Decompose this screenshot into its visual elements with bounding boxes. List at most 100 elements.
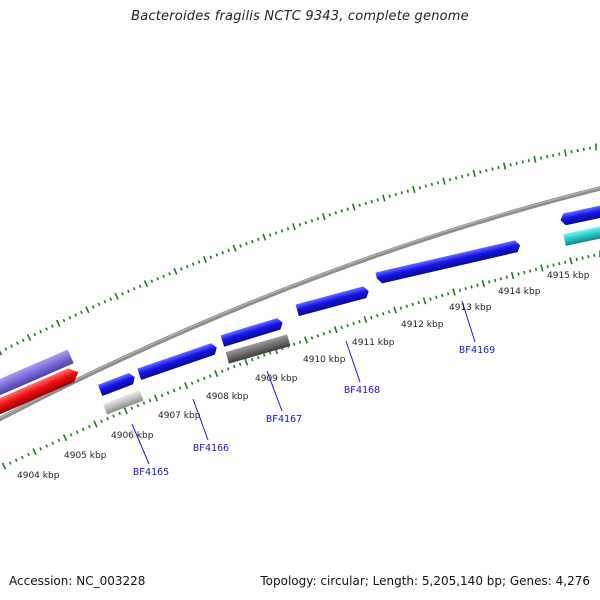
tick-mark [435,295,438,299]
gene-label-bf4169[interactable]: BF4169 [459,345,495,356]
tick-mark [127,289,130,294]
tick-mark [358,319,361,324]
gene-label-bf4168[interactable]: BF4168 [344,385,380,396]
tick-mark [69,433,73,437]
tick-mark [546,155,549,159]
tick-mark [143,280,149,288]
tick-mark [156,277,160,281]
tick-mark [503,162,507,170]
tick-mark [387,310,391,314]
tick-mark [112,414,115,418]
tick-mark [310,336,314,340]
tick-mark [485,168,488,173]
kbp-label: 4914 kbp [498,287,541,297]
tick-mark [521,160,524,164]
tick-mark [93,420,98,428]
tick-mark [62,434,68,442]
tick-mark [491,167,494,171]
tick-mark [322,213,326,221]
tick-mark [274,231,278,235]
tick-mark [244,358,249,366]
tick-mark [142,401,146,405]
tick-mark [394,192,397,197]
tick-mark [80,310,83,315]
tick-mark [202,376,206,381]
tick-mark [581,256,584,260]
tick-mark [168,272,171,276]
leader-bf4169 [461,300,476,343]
tick-mark [232,364,236,369]
tick-mark [442,177,446,185]
genome-backbone [0,186,600,422]
tick-mark [221,251,224,255]
tick-mark [138,284,142,288]
tick-mark [346,207,349,211]
tick-mark [417,300,420,305]
kbp-label: 4906 kbp [111,431,154,441]
kbp-label: 4907 kbp [158,411,201,421]
tick-mark [190,381,194,385]
tick-mark [558,262,561,266]
tick-mark [493,278,497,283]
tick-mark [328,329,332,334]
tick-mark [534,267,538,272]
tick-mark [227,248,230,253]
tick-mark [150,279,154,283]
tick-mark [564,260,567,264]
tick-mark [0,350,3,356]
tick-mark [21,338,25,342]
tick-mark [100,419,103,424]
tick-mark [39,447,43,451]
tick-mark [160,393,164,398]
tick-mark [45,444,49,448]
tick-mark [257,237,260,242]
tick-mark [448,178,452,182]
tick-mark [588,146,591,150]
tick-mark [382,194,386,202]
tick-mark [527,159,530,163]
leader-bf4166 [192,398,209,441]
right-edge-cyan-feature [563,224,600,246]
tick-mark [26,333,32,341]
tick-mark [1,462,7,470]
tick-mark [458,288,462,292]
tick-mark [388,194,391,198]
tick-mark [75,430,79,434]
tick-mark [400,191,403,195]
tick-mark [232,244,237,252]
tick-mark [393,306,397,314]
tick-mark [363,316,368,324]
tick-mark [488,280,491,284]
gene-label-bf4166[interactable]: BF4166 [193,443,229,454]
tick-mark [352,321,355,326]
tick-mark [209,255,213,259]
tick-mark [539,156,543,160]
kbp-label: 4913 kbp [449,303,492,313]
tick-mark [333,326,338,334]
tick-mark [15,341,19,345]
leader-bf4167 [266,370,283,412]
tick-mark [239,244,242,248]
tick-mark [328,213,332,217]
tick-mark [88,424,91,429]
tick-mark [533,155,537,163]
tick-mark [405,304,409,308]
tick-mark [178,386,182,390]
tick-mark [582,147,585,151]
gene-label-bf4165[interactable]: BF4165 [133,467,169,478]
tick-mark [172,388,176,393]
tick-mark [68,316,72,320]
tick-mark [208,374,212,378]
tick-mark [370,199,373,204]
tick-mark [436,181,440,185]
gene-bf4167-arrow [220,318,283,347]
gene-label-bf4167[interactable]: BF4167 [266,414,302,425]
tick-mark [464,286,467,291]
tick-mark [45,327,48,331]
tick-mark [412,185,416,194]
tick-mark [148,398,152,403]
tick-mark [476,283,479,287]
tick-mark [517,272,520,276]
tick-mark [334,211,338,215]
kbp-label: 4912 kbp [401,320,444,330]
